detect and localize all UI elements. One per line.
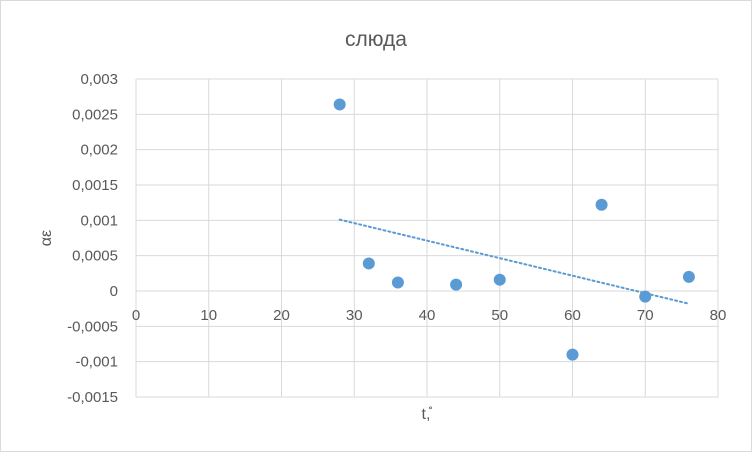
x-tick-label: 10 bbox=[200, 307, 217, 324]
y-tick-label: -0,001 bbox=[75, 354, 118, 371]
x-tick-label: 0 bbox=[132, 307, 140, 324]
data-point bbox=[595, 198, 608, 211]
gridlines bbox=[135, 78, 719, 398]
data-points bbox=[333, 98, 695, 361]
x-tick-label: 40 bbox=[419, 307, 436, 324]
y-tick-label: 0 bbox=[110, 283, 118, 300]
x-tick-label: 80 bbox=[710, 307, 727, 324]
x-axis-tick-labels: 0 10 20 30 40 50 60 70 80 bbox=[132, 307, 727, 324]
y-tick-label: -0,0015 bbox=[67, 389, 118, 406]
data-point bbox=[566, 348, 579, 361]
trendline bbox=[338, 218, 690, 305]
x-axis-label: t,̊ bbox=[422, 406, 433, 423]
y-axis-label: αε bbox=[38, 230, 55, 246]
y-tick-label: 0,001 bbox=[80, 212, 118, 229]
x-tick-label: 70 bbox=[637, 307, 654, 324]
x-tick-label: 50 bbox=[491, 307, 508, 324]
y-tick-label: 0,0015 bbox=[72, 177, 118, 194]
data-point bbox=[450, 278, 463, 291]
data-point bbox=[493, 273, 506, 286]
y-tick-label: 0,0005 bbox=[72, 248, 118, 265]
x-tick-label: 30 bbox=[346, 307, 363, 324]
data-point bbox=[682, 270, 695, 283]
data-point bbox=[391, 276, 404, 289]
y-tick-label: 0,002 bbox=[80, 142, 118, 159]
data-point bbox=[362, 257, 375, 270]
data-point bbox=[639, 290, 652, 303]
x-tick-label: 20 bbox=[273, 307, 290, 324]
trendline-segment bbox=[338, 218, 690, 305]
chart-title: слюда bbox=[345, 28, 407, 51]
y-axis-tick-labels: 0,003 0,0025 0,002 0,0015 0,001 0,0005 0 -0,000… bbox=[67, 71, 118, 406]
y-tick-label: 0,0025 bbox=[72, 106, 118, 123]
data-point bbox=[333, 98, 346, 111]
y-tick-label: 0,003 bbox=[80, 71, 118, 88]
x-tick-label: 60 bbox=[564, 307, 581, 324]
y-tick-label: -0,0005 bbox=[67, 318, 118, 335]
